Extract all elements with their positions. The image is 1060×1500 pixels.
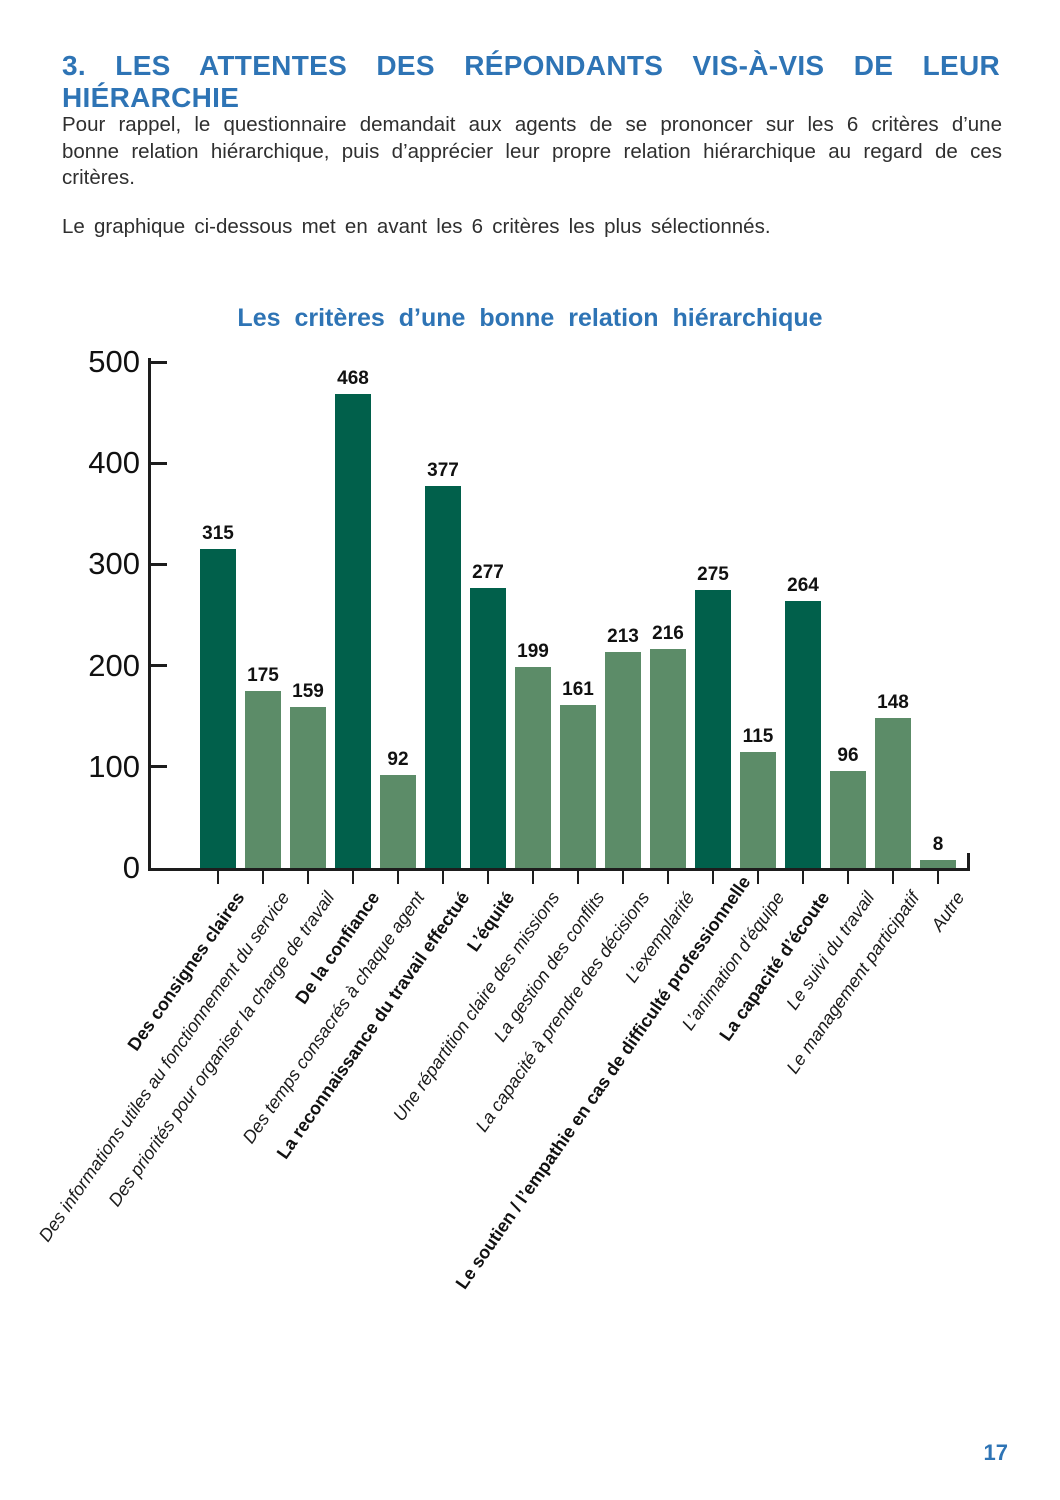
bar-value-label: 148	[877, 692, 909, 713]
bar-value-label: 161	[562, 679, 594, 700]
bar-value-label: 216	[652, 623, 684, 644]
bar-value-label: 96	[837, 745, 859, 766]
x-tick	[757, 871, 759, 884]
y-axis-line	[148, 358, 151, 871]
bar	[290, 707, 326, 868]
x-axis-line	[148, 868, 970, 871]
x-tick	[262, 871, 264, 884]
x-tick	[532, 871, 534, 884]
bar-value-label: 264	[787, 575, 819, 596]
y-tick	[151, 562, 167, 566]
x-tick	[217, 871, 219, 884]
bar-value-label: 315	[202, 523, 234, 544]
bar-value-label: 377	[427, 460, 459, 481]
bar	[875, 718, 911, 868]
y-tick	[151, 360, 167, 364]
bar	[335, 394, 371, 868]
x-tick	[577, 871, 579, 884]
bar-value-label: 468	[337, 368, 369, 389]
x-tick	[397, 871, 399, 884]
x-tick	[802, 871, 804, 884]
x-tick	[307, 871, 309, 884]
x-tick	[667, 871, 669, 884]
bar	[785, 601, 821, 868]
bar-value-label: 199	[517, 641, 549, 662]
x-tick	[442, 871, 444, 884]
y-tick	[151, 664, 167, 668]
paragraph-intro: Pour rappel, le questionnaire demandait …	[62, 113, 1002, 189]
bar-value-label: 275	[697, 564, 729, 585]
bar	[695, 590, 731, 868]
x-tick	[847, 871, 849, 884]
section-heading: 3. LES ATTENTES DES RÉPONDANTS VIS-À-VIS…	[62, 50, 1000, 113]
y-axis-tick-label: 100	[88, 748, 140, 784]
y-axis-tick-label: 500	[88, 344, 140, 379]
bar-value-label: 175	[247, 665, 279, 686]
bar	[380, 775, 416, 868]
bar	[515, 667, 551, 868]
bar	[560, 705, 596, 868]
x-tick	[712, 871, 714, 884]
y-axis-tick-label: 0	[122, 850, 140, 885]
x-tick	[937, 871, 939, 884]
bar-value-label: 213	[607, 626, 639, 647]
bar	[740, 752, 776, 868]
y-tick	[151, 461, 167, 465]
bar	[200, 549, 236, 868]
bar-value-label: 92	[387, 749, 409, 770]
page-number: 17	[983, 1440, 1008, 1465]
bar-value-label: 115	[742, 726, 774, 747]
bar-value-label: 8	[932, 834, 944, 855]
bar	[425, 486, 461, 868]
chart-title: Les critères d’une bonne relation hiérar…	[237, 304, 823, 332]
x-tick	[352, 871, 354, 884]
bar-value-label: 277	[472, 562, 504, 583]
x-tick	[622, 871, 624, 884]
y-tick	[151, 765, 167, 769]
y-axis-tick-label: 300	[88, 546, 140, 582]
paragraph-chart-note: Le graphique ci-dessous met en avant les…	[62, 215, 771, 238]
bar	[920, 860, 956, 868]
bar	[650, 649, 686, 868]
bar-chart-plot-area: 0 100 200 300 400 500 315 Des consignes claires…	[0, 340, 1060, 1500]
x-tick	[487, 871, 489, 884]
axis-end-tick	[967, 853, 970, 868]
y-axis-tick-label: 400	[88, 445, 140, 481]
bar	[245, 691, 281, 868]
y-axis-tick-label: 200	[88, 647, 140, 683]
bar	[605, 652, 641, 868]
bar	[830, 771, 866, 868]
bar	[470, 588, 506, 868]
bar-value-label: 159	[292, 681, 324, 702]
x-tick	[892, 871, 894, 884]
